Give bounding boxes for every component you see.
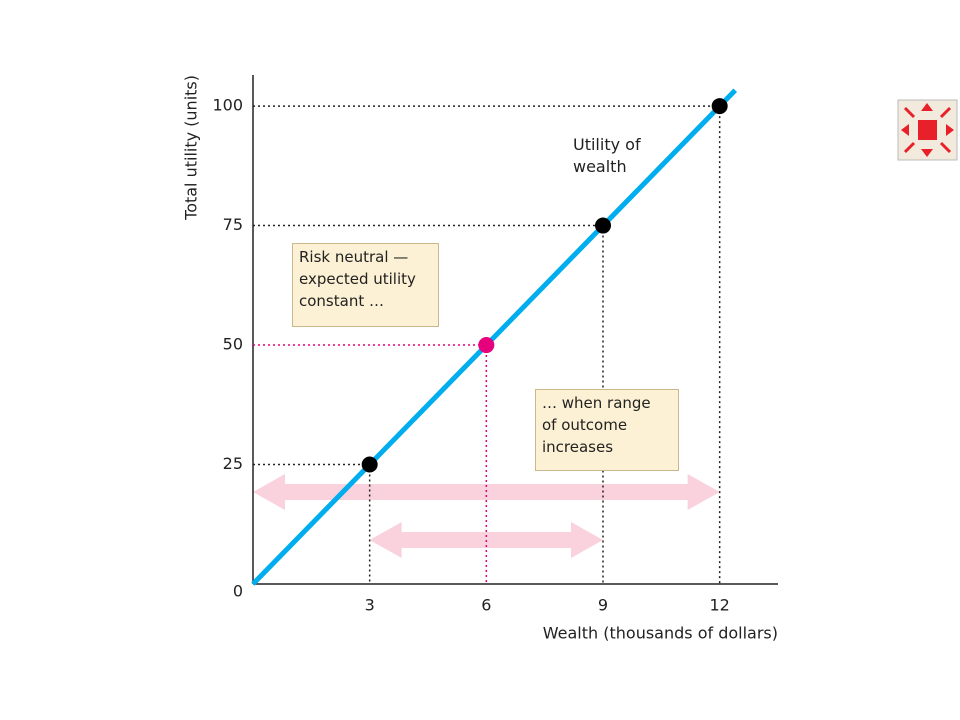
point [711, 98, 728, 115]
x-tick-label: 12 [709, 596, 729, 615]
annotation-line: Risk neutral — [299, 248, 409, 266]
corner-icon [897, 99, 958, 161]
annotation-line: of outcome [542, 416, 628, 434]
y-tick-label: 50 [223, 335, 243, 354]
annotation-line: increases [542, 438, 614, 456]
y-tick-label: 75 [223, 215, 243, 234]
point [478, 337, 495, 354]
y-tick-label: 25 [223, 454, 243, 473]
y-tick-label: 0 [233, 582, 243, 601]
series-label: Utility of wealth [573, 135, 641, 176]
annotation-box: … when range of outcome increases [535, 389, 679, 471]
x-tick-label: 6 [481, 596, 491, 615]
utility-line [251, 88, 738, 586]
annotation-line: constant … [299, 292, 384, 310]
annotation-line: … when range [542, 394, 651, 412]
x-tick-label: 3 [365, 596, 375, 615]
x-axis-label: Wealth (thousands of dollars) [543, 624, 778, 643]
y-tick-label: 100 [212, 96, 243, 115]
point [595, 217, 611, 234]
range-arrow [369, 522, 603, 558]
point [361, 456, 378, 473]
annotation-box: Risk neutral — expected utility constant … [292, 243, 439, 327]
y-axis-label: Total utility (units) [182, 75, 201, 221]
x-tick-label: 9 [598, 596, 608, 615]
annotation-line: expected utility [299, 270, 416, 288]
